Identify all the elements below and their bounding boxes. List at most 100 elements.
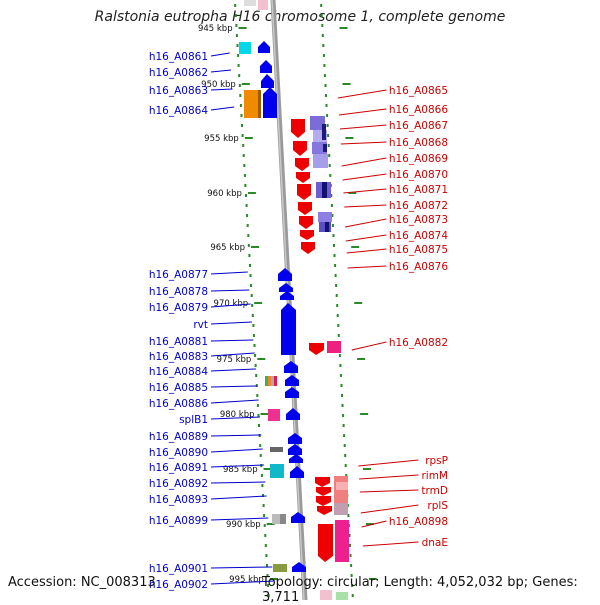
gene-connector-right <box>351 341 387 351</box>
scale-label: 980 kbp <box>220 410 255 420</box>
gene-label-left[interactable]: h16_A0881 <box>149 336 208 348</box>
gene-label-left[interactable]: h16_A0891 <box>149 462 208 474</box>
gene-label-right[interactable]: h16_A0866 <box>389 104 448 116</box>
guide-dot <box>265 554 268 557</box>
gene-label-right[interactable]: trmD <box>421 485 448 497</box>
gene-label-left[interactable]: h16_A0861 <box>149 51 208 63</box>
gene-box-navy <box>322 124 326 140</box>
gene-label-left[interactable]: h16_A0879 <box>149 302 208 314</box>
gene-label-right[interactable]: h16_A0876 <box>389 261 448 273</box>
gene-label-left[interactable]: h16_A0889 <box>149 431 208 443</box>
gene-label-right[interactable]: h16_A0882 <box>389 337 448 349</box>
gene-arrow-blue <box>263 87 277 118</box>
gene-label-left[interactable]: h16_A0902 <box>149 579 208 591</box>
gene-connector-left <box>210 566 273 569</box>
guide-dot <box>350 564 353 567</box>
gene-arrow-blue <box>279 283 293 292</box>
gene-label-left[interactable]: h16_A0885 <box>149 382 208 394</box>
scale-tick <box>241 83 250 85</box>
guide-dot <box>264 544 267 547</box>
gene-label-left[interactable]: h16_A0878 <box>149 286 208 298</box>
gene-label-left[interactable]: h16_A0901 <box>149 563 208 575</box>
guide-dot <box>252 334 255 337</box>
gene-label-right[interactable]: h16_A0874 <box>389 230 448 242</box>
guide-dot <box>262 494 264 497</box>
guide-dot <box>261 484 264 487</box>
guide-dot <box>351 584 354 587</box>
gene-label-right[interactable]: rimM <box>421 470 448 482</box>
guide-dot <box>335 284 338 287</box>
guide-dot <box>254 354 257 357</box>
gene-label-right[interactable]: rpsP <box>425 455 448 467</box>
gene-connector-left <box>210 434 262 437</box>
gene-label-right[interactable]: h16_A0875 <box>389 244 448 256</box>
scale-tick <box>247 192 256 194</box>
gene-label-left[interactable]: splB1 <box>179 414 208 426</box>
gene-label-left[interactable]: h16_A0892 <box>149 478 208 490</box>
guide-dot <box>343 444 346 447</box>
scale-label: 955 kbp <box>204 134 239 144</box>
gene-label-right[interactable]: h16_A0869 <box>389 153 448 165</box>
scale-tick <box>348 192 357 194</box>
gene-box-gray <box>334 503 348 515</box>
guide-dot <box>246 214 249 217</box>
guide-dot <box>341 394 343 397</box>
gene-label-left[interactable]: h16_A0890 <box>149 447 208 459</box>
gene-label-left[interactable]: rvt <box>193 319 208 331</box>
gene-label-left[interactable]: h16_A0862 <box>149 67 208 79</box>
gene-arrow-red <box>298 202 312 215</box>
gene-arrow-blue <box>285 375 299 386</box>
scale-tick <box>342 83 351 85</box>
guide-dot <box>337 334 340 337</box>
guide-dot <box>262 504 265 507</box>
gene-label-right[interactable]: h16_A0865 <box>389 85 448 97</box>
guide-dot <box>240 114 243 117</box>
guide-dot <box>244 184 247 187</box>
gene-label-right[interactable]: rplS <box>427 500 448 512</box>
gene-label-right[interactable]: h16_A0873 <box>389 214 448 226</box>
gene-connector-left <box>210 271 248 275</box>
left-gene-labels: h16_A0861 h16_A0862 h16_A0863 h16_A0864 h16_… <box>149 51 274 591</box>
gene-connector-right <box>343 188 387 194</box>
scale-tick <box>266 523 275 525</box>
gene-arrow-blue <box>292 562 306 572</box>
guide-dot <box>241 124 243 127</box>
guide-dot <box>333 254 336 257</box>
gene-box-orange <box>244 90 260 118</box>
gene-label-left[interactable]: h16_A0893 <box>149 494 208 506</box>
gene-label-left[interactable]: h16_A0864 <box>149 105 208 117</box>
guide-dot <box>342 424 345 427</box>
guide-dot <box>263 524 266 527</box>
gene-label-right[interactable]: h16_A0872 <box>389 200 448 212</box>
gene-label-left[interactable]: h16_A0884 <box>149 366 208 378</box>
gene-label-right[interactable]: h16_A0870 <box>389 169 448 181</box>
gene-arrow-blue <box>290 466 304 478</box>
gene-connector-left <box>210 517 269 521</box>
gene-connector-left <box>210 368 256 372</box>
gene-label-left[interactable]: h16_A0886 <box>149 398 208 410</box>
gene-label-left[interactable]: h16_A0883 <box>149 351 208 363</box>
gene-arrow-blue <box>281 303 296 355</box>
gene-label-left[interactable]: h16_A0877 <box>149 269 208 281</box>
guide-dot <box>339 374 342 377</box>
guide-dot <box>239 104 242 107</box>
guide-dot <box>237 54 240 57</box>
gene-arrow-red <box>309 343 324 355</box>
guide-dot <box>324 84 327 87</box>
gene-label-left[interactable]: h16_A0863 <box>149 85 208 97</box>
guide-dot <box>238 74 241 77</box>
gene-label-right[interactable]: h16_A0871 <box>389 184 448 196</box>
gene-label-left[interactable]: h16_A0899 <box>149 515 208 527</box>
gene-label-right[interactable]: dnaE <box>422 537 448 549</box>
gene-box-olive <box>273 564 287 572</box>
guide-dot <box>344 454 347 457</box>
gene-label-right[interactable]: h16_A0868 <box>389 137 448 149</box>
guide-dot <box>260 474 263 477</box>
gene-label-right[interactable]: h16_A0867 <box>389 120 448 132</box>
gene-label-right[interactable]: h16_A0898 <box>389 516 448 528</box>
scale-label: 970 kbp <box>214 299 249 309</box>
gene-connector-left <box>210 580 274 585</box>
guide-dot <box>321 34 324 37</box>
guide-dot <box>342 414 345 417</box>
